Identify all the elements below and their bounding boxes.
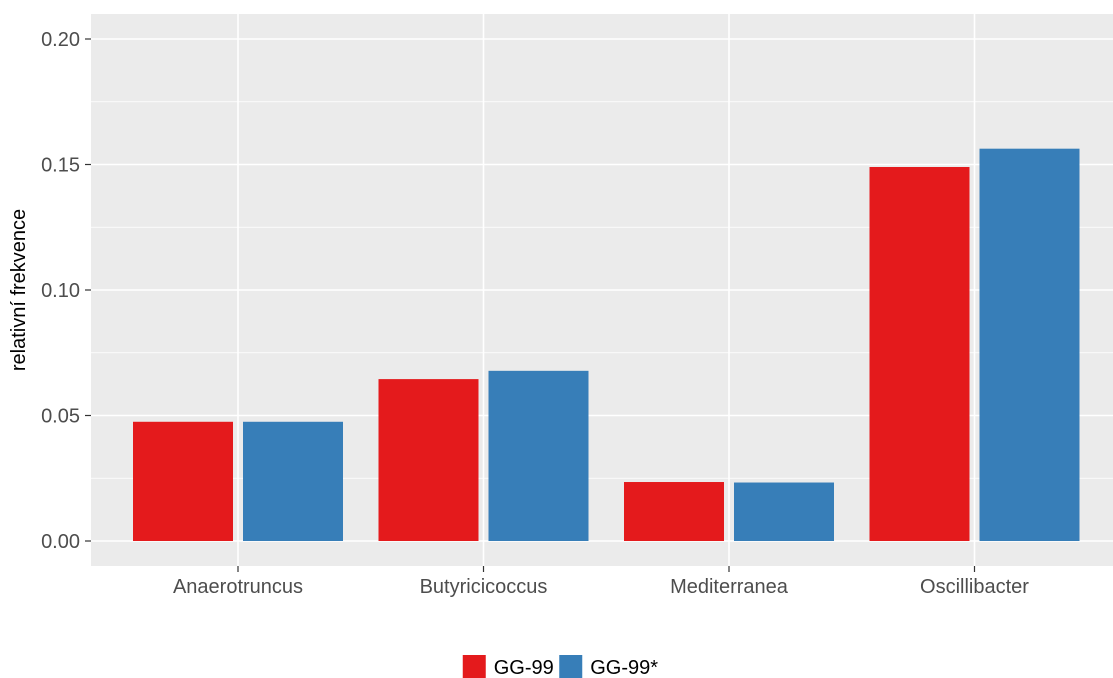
bar-gg-99-anaerotruncus xyxy=(133,421,233,541)
y-axis-title: relativní frekvence xyxy=(8,209,30,371)
x-tick-label: Mediterranea xyxy=(670,576,789,598)
y-axis-ticks: 0.00 0.05 0.10 0.15 0.20 xyxy=(41,29,91,553)
y-tick-label: 0.10 xyxy=(41,280,80,302)
bars xyxy=(133,148,1080,541)
bar-gg-99-anaerotruncus xyxy=(243,421,343,541)
x-tick-label: Butyricicoccus xyxy=(420,576,548,598)
bar-gg-99-mediterranea xyxy=(624,482,724,541)
bar-gg-99-oscillibacter xyxy=(869,167,970,541)
legend: GG-99 GG-99* xyxy=(462,655,658,678)
bar-gg-99-butyricicoccus xyxy=(488,370,589,541)
y-tick-label: 0.05 xyxy=(41,406,80,428)
y-tick-label: 0.00 xyxy=(41,531,80,553)
legend-key xyxy=(559,655,583,678)
legend-label: GG-99* xyxy=(590,657,658,678)
bar-gg-99-mediterranea xyxy=(734,482,834,541)
y-tick-label: 0.15 xyxy=(41,155,80,177)
y-tick-label: 0.20 xyxy=(41,29,80,51)
x-axis-ticks: Anaerotruncus Butyricicoccus Mediterranea O… xyxy=(173,566,1029,598)
legend-key xyxy=(462,655,486,678)
x-tick-label: Oscillibacter xyxy=(920,576,1029,598)
bar-gg-99-butyricicoccus xyxy=(378,379,479,541)
legend-label: GG-99 xyxy=(494,657,554,678)
bar-gg-99-oscillibacter xyxy=(979,148,1080,541)
x-tick-label: Anaerotruncus xyxy=(173,576,303,598)
